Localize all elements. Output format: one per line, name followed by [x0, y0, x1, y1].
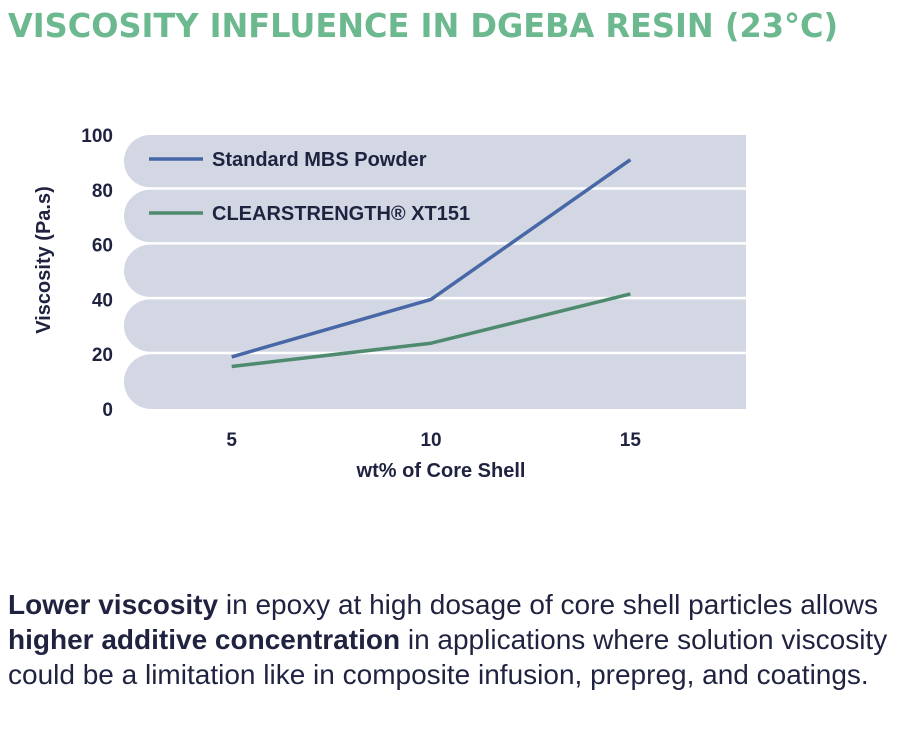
grid-band: [124, 244, 746, 297]
y-tick-label: 40: [92, 290, 113, 311]
x-tick-label: 5: [226, 430, 237, 451]
y-tick-label: 20: [92, 345, 113, 366]
x-tick-label: 10: [420, 430, 441, 451]
grid-band: [123, 189, 746, 243]
series-line-clearstrength: [231, 292, 631, 369]
grid-band: [124, 354, 746, 409]
y-axis-label: Viscosity (Pa.s): [33, 186, 55, 333]
chart-svg: 0 20 40 60 80 100 5 10 15 Standard MBS Powder CL…: [33, 126, 746, 482]
y-tick-label: 100: [81, 126, 113, 147]
series-line-standard-mbs: [231, 158, 632, 359]
caption: Lower viscosity in epoxy at high dosage …: [8, 587, 918, 692]
y-tick-label: 60: [92, 236, 113, 257]
caption-bold-3: higher additive concentration: [8, 624, 401, 655]
grid-band: [123, 299, 746, 352]
x-axis-label: wt% of Core Shell: [356, 460, 526, 482]
grid-band: [123, 135, 746, 188]
chart: 0 20 40 60 80 100 5 10 15 Standard MBS Powder CL…: [0, 100, 922, 500]
y-tick-label: 0: [102, 400, 113, 421]
x-tick-label: 15: [620, 430, 642, 451]
legend-label: CLEARSTRENGTH® XT151: [212, 203, 470, 225]
legend-label: Standard MBS Powder: [212, 149, 427, 171]
caption-bold-1: Lower viscosity: [8, 589, 219, 620]
caption-text-2: in epoxy at high dosage of core shell pa…: [218, 589, 879, 620]
chart-title: VISCOSITY INFLUENCE IN DGEBA RESIN (23°C…: [8, 6, 839, 45]
y-tick-label: 80: [92, 181, 113, 202]
caption-text-4: in applications where solution viscosity…: [8, 624, 888, 690]
